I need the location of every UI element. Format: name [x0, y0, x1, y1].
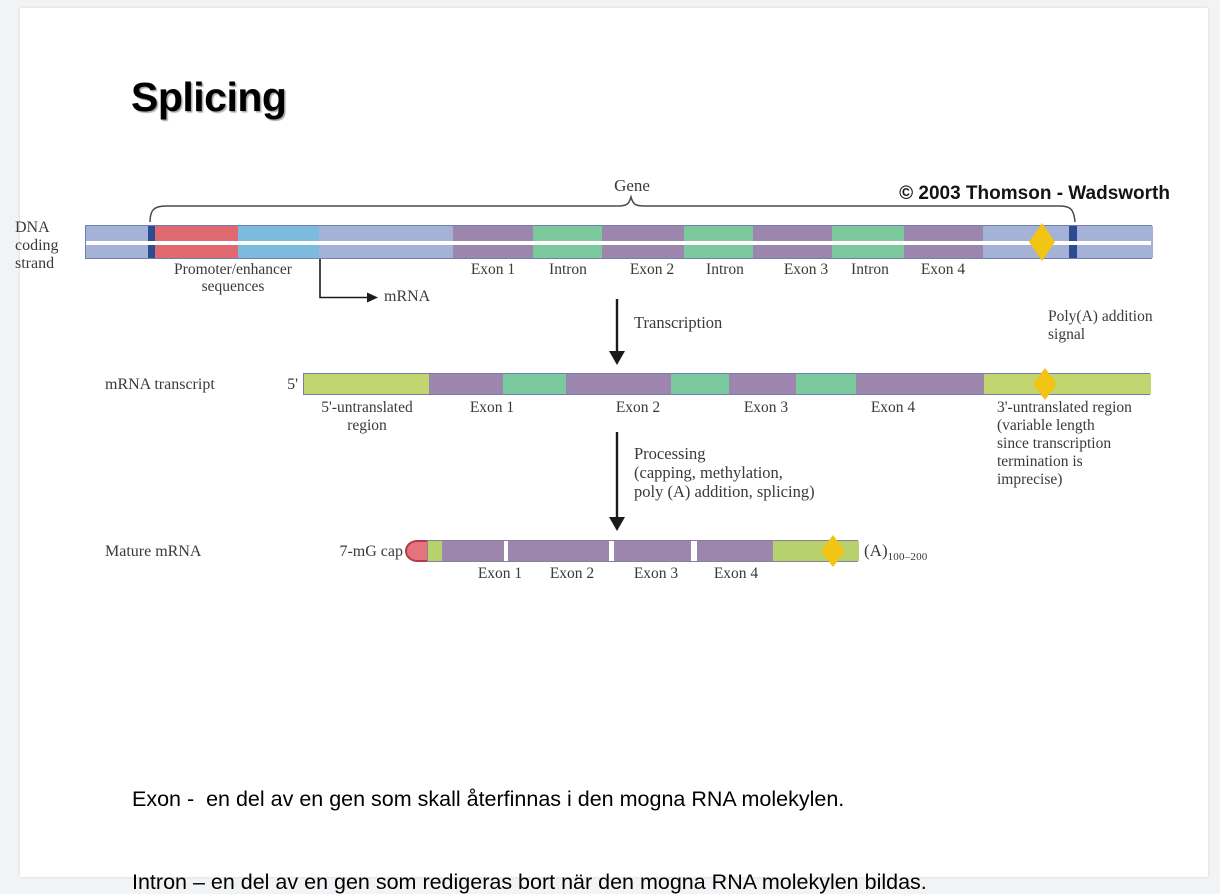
polya-tail-subscript: 100–200 — [887, 551, 928, 563]
utr3-label-line1: 3'-untranslated region — [997, 399, 1132, 416]
polya-signal-label-line2: signal — [1048, 326, 1086, 343]
processing-label-line2: (capping, methylation, — [634, 463, 783, 482]
mrna-arrow-label: mRNA — [384, 288, 431, 305]
transcript-segment-exon4 — [856, 374, 984, 394]
dna-strand-label-line1: DNA — [15, 219, 50, 236]
dna-strand-bar — [85, 225, 1153, 259]
mature-label-exon1: Exon 1 — [477, 565, 523, 582]
7mg-cap-shape — [405, 540, 429, 562]
dna-strand-gap — [86, 241, 1151, 245]
transcript-segment-intron3 — [796, 374, 856, 394]
processing-label-line3: poly (A) addition, splicing) — [634, 482, 815, 501]
dna-label-exon3: Exon 3 — [783, 261, 829, 278]
dna-label-exon1: Exon 1 — [470, 261, 516, 278]
mature-mrna-bar — [427, 540, 859, 562]
dna-label-intron3: Intron — [851, 261, 889, 278]
note-exon: Exon - en del av en gen som skall återfi… — [132, 787, 845, 811]
dna-strand-label-line3: strand — [15, 255, 55, 272]
transcript-label-exon3: Exon 3 — [743, 399, 789, 416]
utr5-label-line1: 5'-untranslated — [321, 399, 413, 416]
polya-tail-label: (A)100–200 — [864, 541, 928, 563]
transcript-label-exon4: Exon 4 — [870, 399, 916, 416]
transcription-label: Transcription — [634, 313, 723, 332]
mature-segment-exon2 — [508, 541, 609, 561]
mature-segment-exon3 — [614, 541, 691, 561]
transcript-label-exon1: Exon 1 — [469, 399, 515, 416]
dna-label-exon4: Exon 4 — [920, 261, 966, 278]
transcript-row-label: mRNA transcript — [105, 376, 215, 393]
polya-tail-text: (A) — [864, 541, 888, 560]
note-intron: Intron – en del av en gen som redigeras … — [132, 869, 927, 894]
dna-strand-label-line2: coding — [15, 237, 59, 254]
transcript-segment-exon3 — [729, 374, 796, 394]
dna-label-intron2: Intron — [706, 261, 744, 278]
mature-label-exon2: Exon 2 — [549, 565, 595, 582]
utr3-label-line3: since transcription — [997, 435, 1112, 452]
slide: Splicing — [20, 8, 1208, 877]
dna-label-intron1: Intron — [549, 261, 587, 278]
transcript-label-exon2: Exon 2 — [615, 399, 661, 416]
gene-label: Gene — [614, 176, 650, 195]
mature-segment-exon4 — [697, 541, 773, 561]
transcript-segment-exon1 — [429, 374, 503, 394]
cap-label: 7-mG cap — [339, 543, 403, 560]
mature-segment-utr5 — [428, 541, 442, 561]
transcript-segment-exon2 — [566, 374, 671, 394]
page-title: Splicing — [131, 74, 287, 120]
transcript-segment-utr3 — [984, 374, 1151, 394]
processing-label-line1: Processing — [634, 444, 706, 463]
utr3-label-line2: (variable length — [997, 417, 1095, 434]
promoter-label-line2: sequences — [201, 278, 265, 295]
promoter-label-line1: Promoter/enhancer — [174, 261, 292, 278]
transcript-segment-intron1 — [503, 374, 566, 394]
transcript-segment-intron2 — [671, 374, 729, 394]
notes-block: Exon - en del av en gen som skall återfi… — [132, 731, 927, 894]
mature-row-label: Mature mRNA — [105, 543, 202, 560]
copyright-label: © 2003 Thomson - Wadsworth — [899, 183, 1170, 204]
polya-signal-label-line1: Poly(A) addition — [1048, 308, 1153, 325]
utr5-label-line2: region — [347, 417, 387, 434]
dna-label-exon2: Exon 2 — [629, 261, 675, 278]
utr3-label-line5: imprecise) — [997, 471, 1063, 488]
five-prime-label: 5' — [287, 376, 298, 393]
mature-label-exon3: Exon 3 — [633, 565, 679, 582]
utr3-label-line4: termination is — [997, 453, 1083, 470]
mature-segment-exon1 — [442, 541, 504, 561]
mrna-transcript-bar — [303, 373, 1151, 395]
mature-label-exon4: Exon 4 — [713, 565, 759, 582]
mature-segment-utr3 — [773, 541, 859, 561]
transcript-segment-utr5 — [304, 374, 429, 394]
